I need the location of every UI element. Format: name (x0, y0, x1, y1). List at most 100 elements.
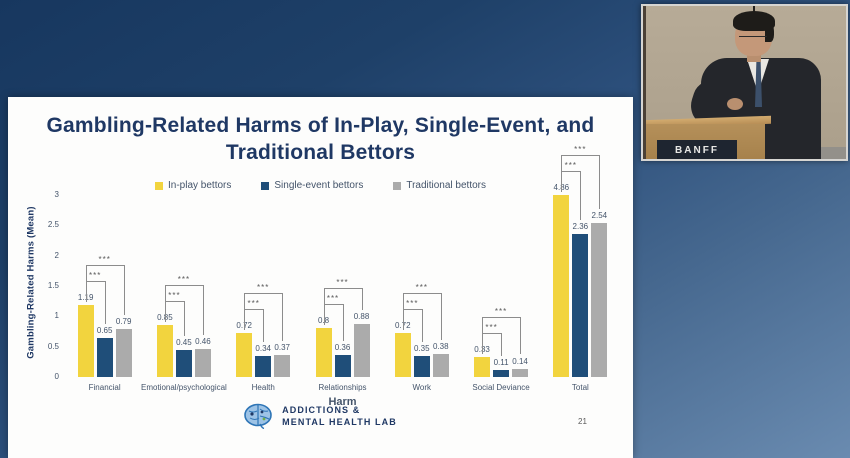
legend-label: Single-event bettors (274, 180, 364, 191)
bar-value-label: 0.85 (157, 313, 173, 323)
significance-bracket (244, 309, 246, 331)
significance-bracket (323, 304, 343, 306)
significance-bracket (440, 293, 442, 340)
significance-bracket (580, 171, 582, 220)
significance-bracket (520, 316, 522, 355)
significance-bracket (402, 309, 422, 311)
bar-value-label: 0.72 (394, 321, 411, 331)
category-label: Total (571, 383, 589, 392)
significance-stars: *** (494, 306, 508, 316)
significance-bracket (402, 293, 441, 295)
significance-bracket (361, 288, 363, 310)
legend-item: Single-event bettors (261, 180, 363, 191)
bar (194, 349, 211, 377)
y-axis-title: Gambling-Related Harms (Mean) (25, 206, 37, 359)
significance-bracket (561, 171, 581, 172)
bar-value-label: 0.37 (274, 342, 290, 352)
chart-legend: In-play bettors Single-event bettors Tradi… (8, 180, 633, 191)
significance-bracket (482, 332, 502, 334)
brain-icon (244, 403, 272, 429)
significance-bracket (85, 264, 87, 302)
y-tick-label: 0.5 (47, 341, 59, 351)
significance-bracket (164, 301, 166, 323)
significance-bracket (323, 304, 325, 326)
bar (255, 356, 272, 377)
bar (553, 195, 570, 377)
significance-stars: *** (257, 283, 270, 293)
significance-bracket (164, 285, 166, 323)
bar (413, 355, 430, 377)
significance-stars: *** (177, 275, 191, 285)
significance-bracket (263, 309, 265, 343)
presentation-slide: Gambling-Related Harms of In-Play, Singl… (8, 97, 633, 458)
significance-bracket (482, 316, 484, 354)
significance-bracket (244, 293, 283, 295)
category-label: Financial (88, 383, 121, 392)
significance-stars: *** (88, 270, 102, 280)
bar (432, 353, 449, 377)
speaker-hair-side (765, 24, 774, 42)
y-tick-label: 1 (54, 311, 59, 321)
significance-stars: *** (98, 254, 111, 264)
legend-item: Traditional bettors (393, 180, 486, 191)
bar-value-label: 0.34 (255, 344, 271, 354)
significance-bracket (104, 280, 106, 324)
bar-value-label: 0.79 (115, 317, 132, 327)
speaker-hand (727, 98, 743, 110)
bar (115, 329, 132, 377)
podium-plaque: BANFF (657, 140, 737, 159)
legend-item: In-play bettors (155, 180, 231, 191)
bar (512, 368, 529, 377)
bar-value-label: 0.46 (195, 337, 211, 347)
significance-stars: *** (247, 299, 260, 309)
significance-stars: *** (168, 291, 181, 301)
significance-bracket (164, 285, 203, 287)
significance-bracket (501, 332, 503, 357)
bar (274, 354, 291, 377)
lab-logo: ADDICTIONS & MENTAL HEALTH LAB (8, 403, 633, 429)
significance-bracket (402, 293, 404, 331)
significance-bracket (164, 301, 184, 303)
significance-bracket (342, 304, 344, 342)
bar (591, 222, 608, 377)
bar-value-label: 0.33 (474, 344, 490, 354)
significance-bracket (244, 293, 246, 331)
significance-bracket (323, 288, 362, 290)
bar (394, 333, 411, 377)
x-axis-title: Harm (328, 396, 357, 408)
bar-value-label: 0.8 (317, 316, 330, 326)
speaker-hair (733, 11, 775, 31)
significance-bracket (482, 316, 521, 318)
significance-bracket (323, 288, 325, 326)
bar-value-label: 0.11 (493, 358, 509, 368)
lab-logo-text: ADDICTIONS & MENTAL HEALTH LAB (282, 404, 397, 428)
bar (236, 333, 253, 377)
category-label: Social Deviance (472, 383, 530, 392)
significance-bracket (282, 293, 284, 341)
legend-swatch (393, 181, 402, 190)
bar (572, 233, 589, 377)
lab-logo-line1: ADDICTIONS & (282, 404, 361, 415)
bar (493, 370, 510, 377)
y-tick-label: 2.5 (47, 220, 59, 230)
y-tick-label: 1.5 (47, 281, 59, 290)
video-edge (643, 6, 646, 159)
significance-stars: *** (326, 294, 340, 304)
significance-bracket (183, 301, 185, 336)
bar-value-label: 0.65 (96, 325, 113, 335)
bar (315, 328, 332, 377)
bar (474, 356, 491, 377)
bar (334, 355, 351, 377)
speaker-video-feed: BANFF (641, 4, 848, 161)
y-tick-label: 0 (54, 372, 59, 381)
bar-value-label: 2.54 (591, 210, 608, 220)
slide-page-number: 21 (578, 417, 587, 426)
significance-stars: *** (406, 299, 419, 309)
bar-value-label: 0.88 (353, 311, 370, 321)
significance-bracket (85, 280, 87, 302)
significance-bracket (85, 280, 105, 282)
significance-bracket (123, 264, 125, 316)
slide-title: Gambling-Related Harms of In-Play, Singl… (46, 114, 595, 164)
category-label: Health (251, 383, 275, 392)
